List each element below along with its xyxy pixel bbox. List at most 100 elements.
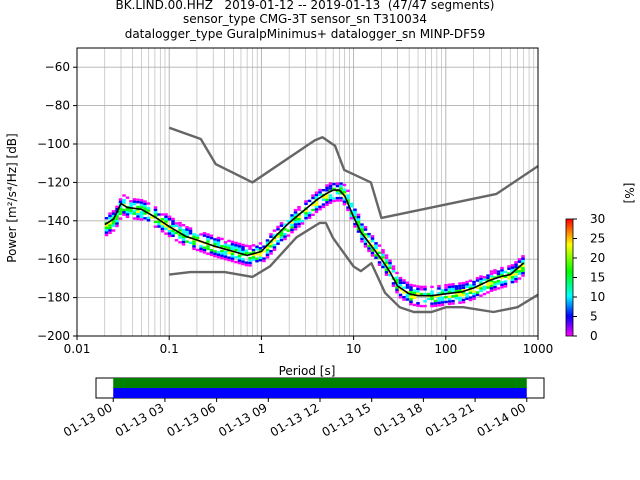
density-cell (258, 256, 263, 260)
density-cell (335, 184, 340, 188)
density-cell (220, 249, 224, 253)
density-cell (444, 295, 448, 299)
density-cell (314, 203, 319, 206)
density-cell (493, 285, 497, 289)
density-cell (178, 229, 182, 232)
density-cell (230, 252, 235, 256)
density-cell (391, 284, 396, 287)
timeline-tick-label: 01-13 03 (113, 400, 167, 439)
density-cell (104, 226, 109, 230)
density-cell (293, 225, 298, 229)
density-cell (216, 239, 221, 242)
density-cell (279, 238, 284, 242)
density-cell (493, 276, 497, 279)
density-cell (139, 218, 144, 221)
density-cell (521, 255, 525, 258)
density-cell (458, 294, 462, 297)
density-cell (489, 282, 494, 285)
density-cell (276, 228, 280, 231)
density-cell (416, 290, 420, 293)
density-cell (227, 256, 231, 259)
density-cell (521, 267, 525, 270)
density-cell (381, 253, 385, 257)
density-cell (160, 213, 165, 216)
density-cell (454, 292, 459, 295)
density-cell (521, 271, 525, 275)
density-cell (286, 229, 291, 232)
density-cell (318, 191, 322, 194)
density-cell (314, 210, 319, 214)
density-cell (451, 285, 455, 288)
density-cell (356, 218, 361, 221)
density-cell (395, 290, 399, 294)
density-cell (367, 247, 371, 250)
density-cell (430, 304, 434, 308)
timeline-bars (113, 378, 527, 398)
density-cell (136, 198, 140, 201)
density-cell (514, 273, 518, 276)
density-cell (381, 265, 385, 269)
density-cell (517, 272, 522, 275)
density-cell (486, 274, 490, 277)
density-cell (479, 280, 483, 283)
density-cell (472, 292, 476, 296)
density-cell (500, 281, 504, 284)
density-cell (409, 288, 413, 291)
density-cell (307, 199, 312, 203)
density-cell (458, 287, 462, 290)
density-cell (269, 249, 273, 253)
density-cell (227, 246, 231, 250)
density-cell (321, 188, 326, 192)
density-cell (171, 234, 175, 237)
density-cell (258, 259, 263, 262)
density-cell (461, 293, 466, 297)
density-cell (521, 274, 525, 277)
density-cell (437, 299, 441, 302)
density-cell (353, 210, 357, 214)
density-cell (517, 270, 522, 273)
density-cell (241, 248, 245, 251)
density-cell (461, 286, 466, 290)
x-tick-label: 0.1 (160, 342, 179, 356)
density-cell (416, 285, 420, 288)
density-cell (500, 283, 504, 287)
density-cell (381, 249, 385, 252)
density-cell (489, 284, 494, 288)
density-cell (398, 296, 403, 299)
density-cell (430, 302, 434, 305)
density-cell (374, 246, 378, 250)
density-cell (108, 214, 112, 218)
density-cell (258, 242, 263, 245)
density-cell (479, 277, 483, 281)
density-cell (311, 194, 315, 197)
density-cell (108, 231, 112, 234)
density-cell (339, 184, 343, 188)
density-cell (416, 302, 420, 305)
density-cell (412, 289, 417, 292)
density-cell (500, 276, 504, 279)
density-cell (496, 279, 501, 283)
density-cell (290, 231, 294, 234)
density-cell (447, 285, 452, 289)
density-cell (335, 196, 340, 200)
density-cell (475, 291, 480, 294)
density-cell (510, 264, 515, 267)
density-cell (363, 242, 368, 246)
x-tick-label: 0.01 (64, 342, 91, 356)
density-cell (349, 202, 354, 206)
density-cell (290, 214, 294, 217)
density-cell (500, 266, 504, 270)
density-cell (384, 271, 389, 274)
density-cell (167, 215, 172, 218)
density-cell (349, 205, 354, 208)
density-cell (244, 261, 249, 264)
density-cell (118, 205, 123, 208)
timeline-tick-label: 01-13 00 (61, 400, 115, 439)
density-cell (230, 240, 235, 244)
density-cell (104, 224, 109, 227)
density-cell (493, 283, 497, 286)
density-cell (328, 196, 333, 200)
density-cell (444, 286, 448, 289)
density-cell (430, 285, 434, 289)
density-cell (297, 222, 301, 226)
